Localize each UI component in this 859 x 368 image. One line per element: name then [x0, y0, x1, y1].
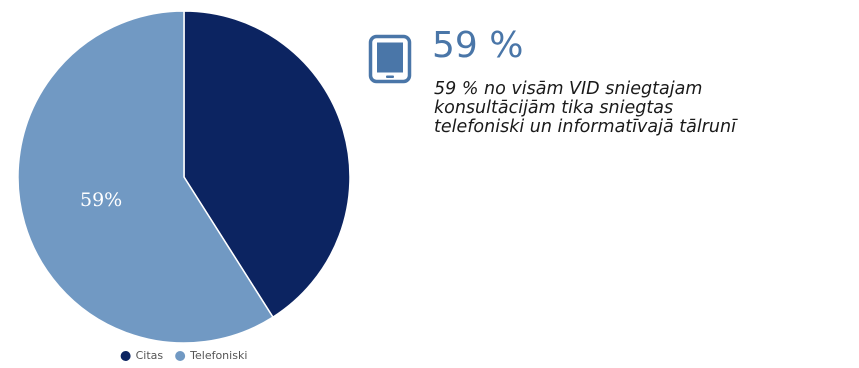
legend-label-telefoniski: Telefoniski	[189, 349, 247, 362]
pie-data-labels: 59%	[80, 189, 122, 211]
caption-line: konsultācijām tika sniegtas	[434, 98, 674, 118]
pie-slice-citas	[183, 10, 351, 319]
caption-line: 59 % no visām VID sniegtajam	[434, 79, 703, 99]
pie-slices	[17, 10, 351, 344]
headline-value: 59 %	[432, 25, 524, 66]
legend-label-citas: Citas	[136, 349, 164, 362]
tablet-icon	[368, 34, 412, 84]
caption-text: 59 % no visām VID sniegtajam konsultācij…	[434, 80, 854, 137]
pie-data-label: 59%	[80, 189, 122, 211]
legend: Citas Telefoniski	[120, 349, 247, 362]
legend-marker-telefoniski	[175, 351, 186, 361]
caption-line: telefoniski un informatīvajā tālrunī	[434, 117, 736, 137]
pie-slice-telefoniski	[17, 10, 274, 344]
legend-marker-citas	[120, 351, 131, 361]
pie-chart: 59% Citas Telefoniski	[17, 10, 351, 362]
